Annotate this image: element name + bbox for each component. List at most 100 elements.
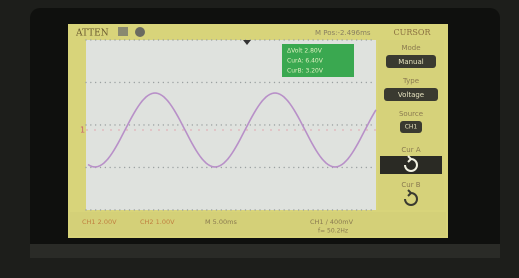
menu-item-title: Source [399, 110, 423, 118]
grid-dot [274, 39, 275, 40]
grid-dot [245, 167, 246, 168]
grid-dot [341, 39, 342, 40]
grid-dot [90, 39, 91, 40]
grid-dot [308, 167, 309, 168]
grid-dot [322, 209, 323, 210]
grid-dot [240, 167, 241, 168]
grid-dot [274, 209, 275, 210]
grid-dot [230, 39, 231, 40]
grid-dot [225, 167, 226, 168]
grid-dot [303, 209, 304, 210]
menu-item-title: Cur B [401, 181, 420, 189]
grid-dot [366, 39, 367, 40]
mode-label: ATTEN [75, 29, 109, 39]
grid-dot [361, 209, 362, 210]
grid-dot [327, 124, 328, 125]
grid-dot [317, 39, 318, 40]
grid-dot [351, 167, 352, 168]
readout-line: CurB: 3.20V [287, 68, 324, 75]
grid-dot [90, 124, 91, 125]
grid-dot [293, 124, 294, 125]
grid-dot [370, 39, 371, 40]
grid-dot [293, 82, 294, 83]
grid-dot [148, 124, 149, 125]
grid-dot [264, 39, 265, 40]
grid-dot [341, 209, 342, 210]
grid-dot [100, 39, 101, 40]
grid-dot [221, 167, 222, 168]
grid-dot [351, 124, 352, 125]
grid-dot [269, 124, 270, 125]
grid-dot [250, 124, 251, 125]
grid-dot [85, 39, 86, 40]
grid-dot [279, 39, 280, 40]
grid-dot [303, 39, 304, 40]
grid-dot [95, 209, 96, 210]
grid-dot [332, 82, 333, 83]
grid-dot [167, 82, 168, 83]
grid-dot [196, 209, 197, 210]
grid-dot [317, 209, 318, 210]
grid-dot [366, 167, 367, 168]
grid-dot [138, 82, 139, 83]
grid-dot [312, 124, 313, 125]
grid-dot [119, 124, 120, 125]
grid-dot [259, 167, 260, 168]
grid-dot [153, 39, 154, 40]
menu-item-value: CH1 [405, 124, 418, 131]
grid-dot [308, 39, 309, 40]
icon [135, 27, 145, 37]
grid-dot [361, 39, 362, 40]
grid-dot [322, 39, 323, 40]
grid-dot [288, 82, 289, 83]
grid-dot [332, 39, 333, 40]
grid-dot [279, 82, 280, 83]
grid-dot [356, 167, 357, 168]
grid-dot [370, 82, 371, 83]
grid-dot [158, 39, 159, 40]
grid-dot [124, 82, 125, 83]
grid-dot [114, 124, 115, 125]
grid-dot [167, 209, 168, 210]
grid-dot [351, 39, 352, 40]
grid-dot [245, 82, 246, 83]
grid-dot [230, 82, 231, 83]
bezel-lower [30, 244, 500, 258]
grid-dot [109, 209, 110, 210]
grid-dot [298, 209, 299, 210]
grid-dot [95, 39, 96, 40]
readout-line: CurA: 6.40V [287, 58, 324, 65]
grid-dot [293, 209, 294, 210]
grid-dot [370, 124, 371, 125]
grid-dot [337, 209, 338, 210]
grid-dot [148, 167, 149, 168]
position-label: M Pos:-2.496ms [315, 29, 371, 37]
grid-dot [201, 167, 202, 168]
grid-dot [259, 39, 260, 40]
grid-dot [288, 167, 289, 168]
grid-dot [279, 209, 280, 210]
ch1-marker: 1 [80, 126, 85, 135]
grid-dot [124, 167, 125, 168]
grid-dot [196, 167, 197, 168]
grid-dot [85, 209, 86, 210]
grid-dot [167, 167, 168, 168]
grid-dot [216, 124, 217, 125]
grid-dot [245, 209, 246, 210]
grid-dot [254, 209, 255, 210]
grid-dot [201, 124, 202, 125]
grid-dot [187, 39, 188, 40]
grid-dot [308, 124, 309, 125]
grid-dot [264, 124, 265, 125]
grid-dot [269, 39, 270, 40]
grid-dot [114, 167, 115, 168]
grid-dot [303, 167, 304, 168]
grid-dot [279, 124, 280, 125]
grid-dot [225, 209, 226, 210]
grid-dot [119, 209, 120, 210]
grid-dot [100, 82, 101, 83]
grid-dot [95, 124, 96, 125]
grid-dot [192, 167, 193, 168]
menu-item-title: Mode [401, 44, 420, 52]
grid-dot [182, 167, 183, 168]
